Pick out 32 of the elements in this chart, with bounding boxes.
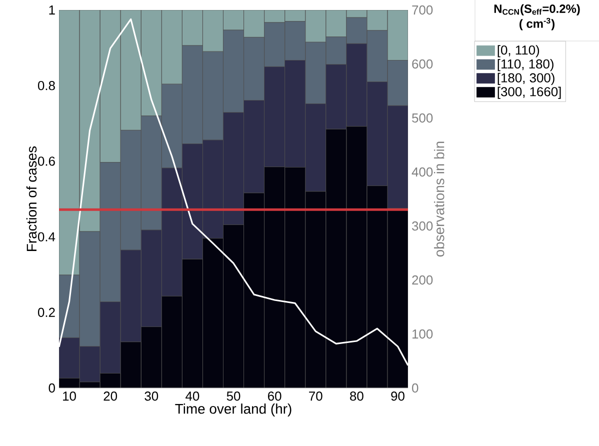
x-tick-label: 20 xyxy=(104,392,118,401)
x-axis-title: Time over land (hr) xyxy=(175,404,292,417)
x-tick-label: 50 xyxy=(226,392,240,401)
x-tick-label: 10 xyxy=(63,392,76,401)
legend-label: [300, 1660] xyxy=(498,86,561,99)
y-tick-label: 0 xyxy=(48,383,55,393)
y2-tick-label: 300 xyxy=(412,221,433,231)
y-tick-label: 0.6 xyxy=(38,156,55,166)
y2-tick-label: 400 xyxy=(412,167,433,177)
y-axis-title: Fraction of cases xyxy=(26,146,37,251)
x-tick-label: 80 xyxy=(350,392,364,401)
x-tick-label: 40 xyxy=(186,392,200,401)
y-tick-label: 0.2 xyxy=(38,308,55,317)
y2-tick-label: 0 xyxy=(412,383,418,393)
x-tick-label: 30 xyxy=(144,392,158,401)
legend-label: [180, 300) xyxy=(498,72,554,85)
x-tick-label: 60 xyxy=(268,392,282,401)
y2-tick-label: 600 xyxy=(412,59,433,69)
line-series xyxy=(59,18,408,366)
legend-label: [110, 180) xyxy=(498,59,554,72)
y2-tick-label: 100 xyxy=(412,329,433,339)
x-tick-label: 70 xyxy=(309,392,322,401)
y2-tick-label: 200 xyxy=(412,275,433,285)
y-tick-label: 1 xyxy=(49,6,55,14)
x-tick-label: 90 xyxy=(391,392,404,401)
y2-axis-title: observations in bin xyxy=(434,142,444,257)
y2-tick-label: 500 xyxy=(412,113,433,123)
y-tick-label: 0.4 xyxy=(38,232,56,242)
legend-label: [0, 110) xyxy=(498,45,540,58)
text: N$_{CCN}$(S$_{eff}$=0.2%) ( cm$^{-3}$) xyxy=(494,4,580,30)
y-tick-label: 0.8 xyxy=(38,81,55,90)
y2-tick-label: 700 xyxy=(412,5,433,15)
